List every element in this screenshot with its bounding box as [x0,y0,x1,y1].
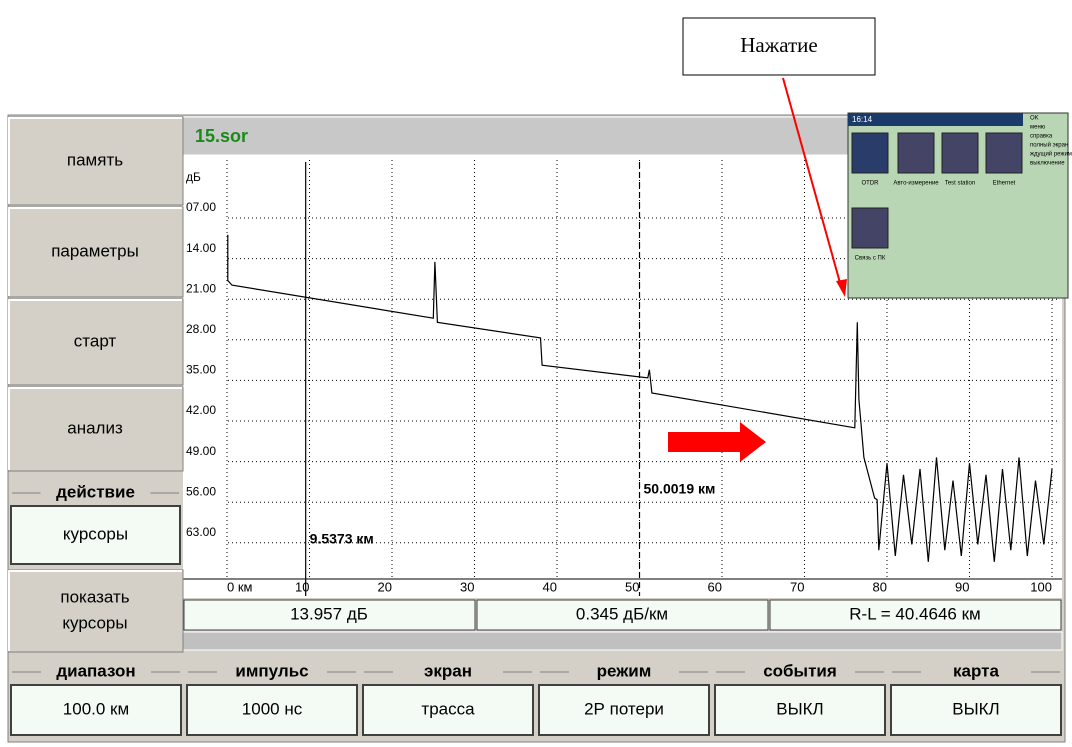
inset-icon[interactable] [851,132,889,174]
group-label: действие [56,482,135,501]
readout-box [476,599,769,631]
y-tick-label: 28.00 [186,322,216,336]
inset-menu-item[interactable]: справка [1030,134,1053,140]
inset-menu-item[interactable]: ждущий режим [1030,151,1072,158]
bevel [8,207,182,296]
value-text: трасса [421,699,475,718]
value-box[interactable] [362,684,534,736]
inset-icon-label: Авто-измерение [893,181,939,187]
inset-icon[interactable] [851,207,889,249]
x-tick-label: 60 [708,579,722,594]
value-text: 100.0 км [63,699,129,718]
x-tick-label: 70 [790,579,804,594]
menu-label: память [67,150,123,169]
group-label: события [763,661,837,680]
y-tick-label: 49.00 [186,444,216,458]
readout-box [183,599,476,631]
y-tick-label: 21.00 [186,281,216,295]
menu-button[interactable] [7,298,184,386]
value-text: курсоры [63,524,128,543]
pointer-head [836,279,847,297]
group-label: экран [424,661,472,680]
y-unit: дБ [186,170,201,184]
bevel [8,570,182,651]
inset-icon[interactable] [985,132,1023,174]
group-label: диапазон [56,661,135,680]
show-label: показать [60,587,129,606]
y-tick-label: 14.00 [186,241,216,255]
inset-menu-item[interactable]: меню [1030,125,1046,131]
annotation: Нажатие [740,33,818,57]
show-label: курсоры [62,613,127,632]
x-tick-label: 20 [378,579,392,594]
x-tick-label: 30 [460,579,474,594]
value-box[interactable] [10,505,181,565]
group-label: карта [953,661,999,680]
readout: 13.957 дБ [290,604,368,623]
menu-label: анализ [67,418,123,437]
inset-icon-label: OTDR [862,181,880,187]
value-text: 2Р потери [584,699,664,718]
status-bar [182,631,1063,651]
x-tick-label: 50 [625,579,639,594]
y-tick-label: 35.00 [186,363,216,377]
menu-label: старт [74,331,117,350]
pointer-line [782,77,843,291]
menu-button[interactable] [7,116,184,206]
group-label: импульс [235,661,308,680]
inset-menu-item[interactable]: полный экран [1030,142,1068,149]
inset-icon[interactable] [897,132,935,174]
value-box[interactable] [890,684,1062,736]
inset-icon-label: Ethernet [993,181,1016,187]
x-tick-label: 10 [295,579,309,594]
value-box[interactable] [538,684,710,736]
inset-icon-label: Связь с ПК [855,256,886,262]
y-tick-label: 63.00 [186,525,216,539]
file-name: 15.sor [195,126,248,146]
cursor-label: 50.0019 км [644,481,716,497]
show-button[interactable] [7,569,184,653]
value-text: ВЫКЛ [952,699,999,718]
value-box[interactable] [10,684,182,736]
bevel [8,387,182,470]
inset-time: 16:14 [852,115,873,124]
value-box[interactable] [714,684,886,736]
y-tick-label: 07.00 [186,200,216,214]
red-arrow [668,422,766,462]
trace [227,234,1053,562]
x-tick-label: 80 [873,579,887,594]
inset-icon-label: Test station [945,181,975,187]
menu-label: параметры [51,241,139,260]
inset-menu-item[interactable]: выключение [1030,161,1065,167]
readout: R-L = 40.4646 км [849,604,980,623]
x-tick-label: 90 [955,579,969,594]
value-box[interactable] [186,684,358,736]
x-tick-label: 100 [1030,579,1052,594]
cursor-label: 9.5373 км [310,531,374,547]
menu-button[interactable] [7,386,184,472]
group-label: режим [597,661,652,680]
readout: 0.345 дБ/км [576,604,668,623]
y-tick-label: 56.00 [186,484,216,498]
y-tick-label: 42.00 [186,403,216,417]
inset-menu-item[interactable]: OK [1030,116,1039,122]
annotation-box [682,17,876,76]
readout-box [769,599,1062,631]
value-text: 1000 нс [242,699,303,718]
x-tick-label: 0 км [227,579,253,594]
x-tick-label: 40 [543,579,557,594]
bevel [8,117,182,204]
inset-icon[interactable] [941,132,979,174]
inset-bar [848,113,1023,126]
value-text: ВЫКЛ [776,699,823,718]
bevel [8,299,182,384]
